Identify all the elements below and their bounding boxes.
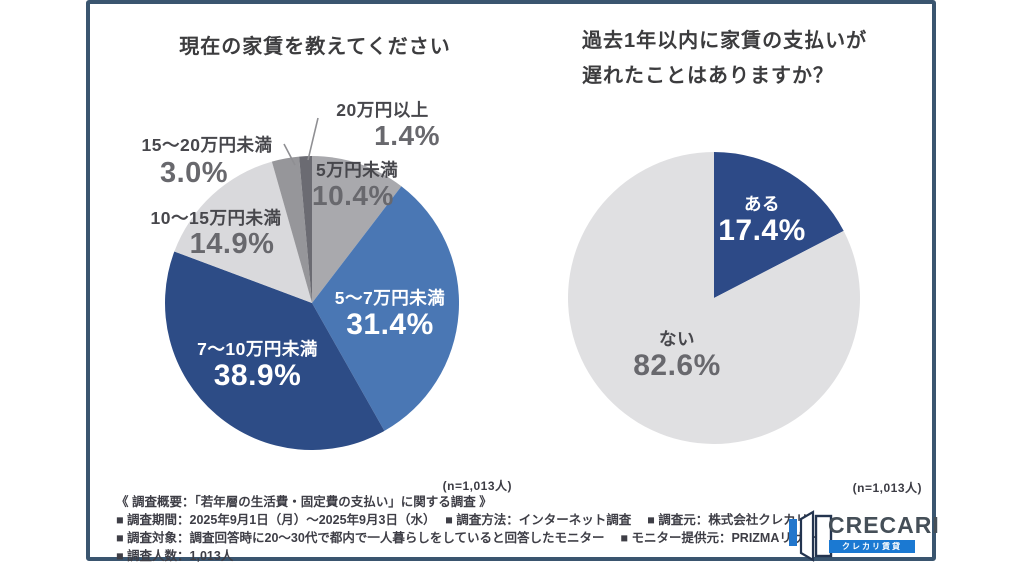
late-payment-n-label: (n=1,013人) bbox=[852, 481, 922, 495]
late-payment-title-line2: 遅れたことはありますか？ bbox=[582, 65, 834, 87]
pct-under5: 10.4% bbox=[312, 180, 394, 211]
pie-slice bbox=[312, 186, 459, 431]
pct-10to15: 14.9% bbox=[189, 228, 275, 260]
crecari-logo: CRECARI クレカリ賃貸 bbox=[787, 508, 939, 562]
label-15to20: 15〜20万円未満 bbox=[141, 135, 273, 155]
pie-slice bbox=[312, 156, 402, 303]
label-under5: 5万円未満 bbox=[316, 160, 399, 180]
pie-slice bbox=[714, 152, 844, 298]
rent-n-label: (n=1,013人) bbox=[442, 479, 512, 493]
label-no: ない bbox=[659, 329, 695, 349]
open-door-icon bbox=[799, 510, 833, 562]
label-over20: 20万円以上 bbox=[336, 100, 429, 120]
pie-slice bbox=[299, 156, 312, 303]
survey-note-count: ■ 調査人数：1,013人 bbox=[116, 549, 234, 563]
pct-5to7: 31.4% bbox=[346, 308, 434, 341]
rent-pie-chart bbox=[165, 156, 459, 450]
late-payment-pie-chart bbox=[568, 152, 860, 444]
logo-blue-bar bbox=[789, 519, 797, 546]
pie-slice bbox=[568, 152, 860, 444]
survey-note-overview: 《 調査概要：「若年層の生活費・固定費の支払い」に関する調査 》 bbox=[116, 495, 492, 509]
rent-chart-title: 現在の家賃を教えてください bbox=[179, 36, 451, 58]
late-payment-chart-title: 過去1年以内に家賃の支払いが 遅れたことはありますか？ bbox=[582, 24, 912, 94]
pie-slice bbox=[174, 161, 312, 303]
label-10to15: 10〜15万円未満 bbox=[150, 208, 282, 228]
pie-slice bbox=[165, 251, 385, 450]
pct-yes: 17.4% bbox=[718, 214, 806, 247]
pct-no: 82.6% bbox=[633, 349, 721, 382]
pct-over20: 1.4% bbox=[374, 120, 440, 151]
pct-7to10: 38.9% bbox=[213, 359, 302, 392]
pie-slice bbox=[271, 156, 312, 303]
survey-note-target-provider: ■ 調査対象：調査回答時に20〜30代で都内で一人暮らしをしていると回答したモニ… bbox=[116, 531, 830, 545]
survey-notes: 《 調査概要：「若年層の生活費・固定費の支払い」に関する調査 》 ■ 調査期間：… bbox=[116, 493, 830, 565]
label-yes: ある bbox=[744, 194, 780, 214]
late-payment-title-line1: 過去1年以内に家賃の支払いが bbox=[582, 30, 868, 52]
logo-wordmark: CRECARI bbox=[828, 512, 940, 538]
survey-note-period-method: ■ 調査期間：2025年9月1日（月）〜2025年9月3日（水） ■ 調査方法：… bbox=[116, 513, 809, 527]
label-7to10: 7〜10万円未満 bbox=[197, 339, 318, 359]
pct-15to20: 3.0% bbox=[159, 157, 229, 189]
logo-subtitle-banner: クレカリ賃貸 bbox=[829, 540, 915, 553]
label-5to7: 5〜7万円未満 bbox=[334, 288, 446, 308]
